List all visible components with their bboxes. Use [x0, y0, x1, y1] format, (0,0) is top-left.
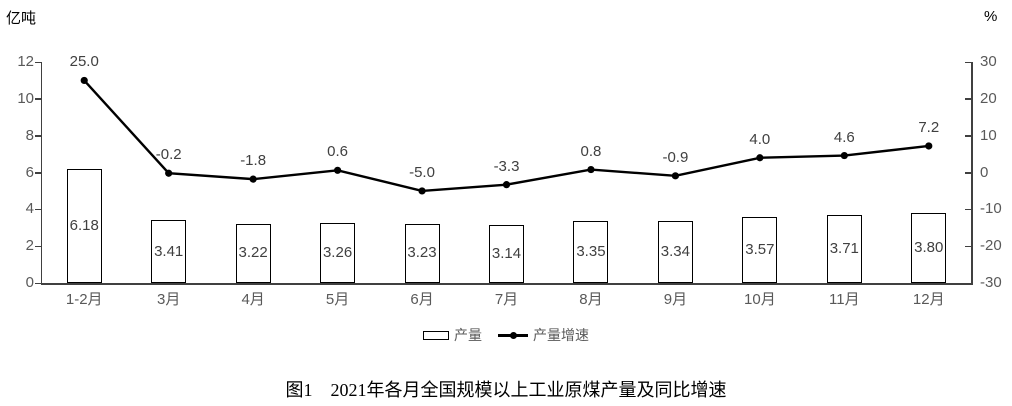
y-axis-left-tick	[34, 98, 41, 100]
y-axis-left-line	[40, 62, 42, 283]
line-marker-icon	[756, 154, 764, 162]
line-value-label: -5.0	[409, 163, 435, 181]
y-axis-right-tick	[965, 172, 971, 174]
y-axis-right-tick	[965, 245, 971, 248]
y-axis-right-tick-label: -20	[980, 237, 1002, 255]
x-axis-label: 5月	[325, 291, 350, 308]
bar-value-label: 3.71	[829, 239, 859, 257]
bar-value-label: 3.22	[238, 244, 268, 262]
y-axis-left-tick	[34, 172, 41, 174]
y-axis-right-tick-label: 30	[980, 53, 997, 70]
y-axis-left-tick-label: 4	[25, 200, 34, 218]
line-marker-icon	[502, 181, 511, 189]
bar	[235, 223, 271, 283]
bar-value-label: 3.23	[407, 244, 437, 262]
x-axis-label: 9月	[663, 291, 688, 308]
line-marker-icon	[80, 76, 88, 85]
chart-legend: 产量 产量增速	[0, 325, 1012, 345]
legend-label-production: 产量	[454, 327, 482, 343]
line-marker-icon	[671, 172, 680, 180]
x-axis-label: 1-2月	[65, 291, 103, 308]
line-marker-icon	[249, 175, 257, 183]
bar	[573, 221, 609, 283]
line-marker-icon	[925, 142, 933, 150]
y-axis-right-tick	[965, 135, 971, 137]
y-axis-right-tick-label: -30	[980, 274, 1002, 291]
y-axis-right-tick-label: 20	[980, 89, 997, 107]
figure-caption: 图1 2021年各月全国规模以上工业原煤产量及同比增速	[285, 380, 727, 400]
line-marker-icon	[840, 151, 848, 160]
y-axis-right-tick-label: 0	[980, 163, 989, 181]
left-axis-unit-label: 亿吨	[6, 10, 37, 27]
x-axis-label: 3月	[157, 291, 181, 308]
y-axis-right-tick	[965, 61, 971, 63]
line-value-label: 7.2	[918, 118, 940, 136]
bar-value-label: 3.57	[745, 241, 775, 259]
y-axis-left-tick-label: 0	[25, 274, 34, 291]
line-marker-icon	[587, 165, 595, 174]
bar-value-label: 3.34	[660, 243, 690, 261]
line-value-label: -3.3	[493, 157, 520, 175]
x-axis-line	[40, 283, 973, 285]
y-axis-right-tick-label: 10	[980, 126, 997, 144]
x-axis-label: 11月	[829, 291, 860, 308]
line-value-label: 4.6	[833, 128, 855, 146]
bar	[911, 213, 947, 283]
legend-item-production: 产量	[423, 325, 482, 345]
y-axis-left-tick	[34, 282, 41, 284]
y-axis-right-tick	[965, 208, 971, 211]
legend-label-growth: 产量增速	[533, 327, 589, 343]
bar-value-label: 3.14	[491, 245, 522, 263]
line-marker-icon	[165, 169, 173, 177]
line-marker-icon	[418, 187, 426, 195]
y-axis-left-tick-label: 10	[17, 89, 34, 107]
bar-value-label: 3.41	[154, 242, 184, 260]
line-value-label: -1.8	[240, 152, 267, 170]
bar	[320, 222, 356, 283]
bar-value-label: 3.26	[322, 243, 353, 261]
bar	[742, 217, 778, 283]
line-value-label: 25.0	[69, 53, 99, 71]
y-axis-left-tick-label: 8	[25, 126, 34, 144]
x-axis-label: 8月	[579, 291, 603, 308]
line-value-label: -0.2	[155, 146, 182, 164]
bar	[657, 221, 693, 283]
right-axis-unit-label: %	[984, 8, 998, 25]
bar-series-swatch-icon	[423, 330, 449, 340]
bar-value-label: 3.80	[914, 239, 944, 256]
x-axis-label: 6月	[410, 291, 434, 308]
bar	[404, 223, 440, 283]
y-axis-left-tick	[34, 135, 41, 137]
y-axis-left-tick-label: 6	[25, 163, 34, 181]
line-marker-icon	[333, 166, 342, 174]
bar-value-label: 3.35	[576, 243, 606, 261]
line-value-label: 0.6	[327, 143, 348, 161]
y-axis-left-tick	[34, 61, 41, 63]
line-series-swatch-icon	[498, 330, 528, 340]
y-axis-left-tick-label: 12	[17, 53, 34, 70]
bar-value-label: 6.18	[69, 217, 99, 235]
y-axis-right-tick-label: -10	[980, 200, 1002, 218]
y-axis-right-tick	[965, 98, 971, 100]
x-axis-label: 12月	[912, 291, 945, 308]
bar	[826, 214, 862, 283]
x-axis-label: 7月	[494, 291, 519, 308]
bar	[489, 225, 524, 283]
x-axis-label: 4月	[241, 291, 265, 308]
y-axis-right-tick	[965, 282, 971, 284]
bar	[151, 220, 187, 283]
y-axis-left-tick	[34, 208, 41, 211]
line-value-label: 0.8	[580, 142, 602, 160]
x-axis-label: 10月	[744, 291, 776, 308]
line-value-label: -0.9	[662, 148, 689, 166]
y-axis-left-tick	[34, 245, 41, 248]
y-axis-left-tick-label: 2	[25, 237, 34, 255]
y-axis-right-line	[971, 62, 973, 283]
legend-item-growth: 产量增速	[498, 325, 589, 345]
line-value-label: 4.0	[749, 130, 771, 148]
